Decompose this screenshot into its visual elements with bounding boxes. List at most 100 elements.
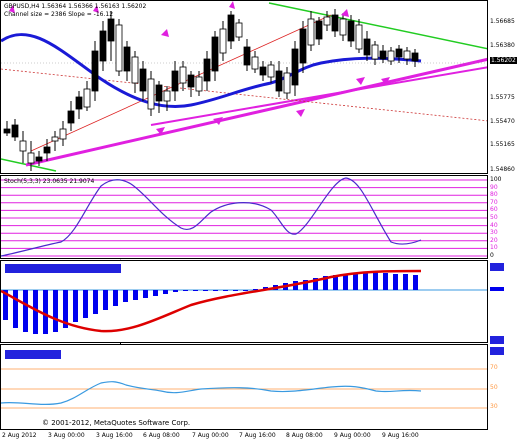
candle-body bbox=[123, 46, 131, 72]
candle-body bbox=[19, 140, 27, 152]
time-label: 8 Aug 08:00 bbox=[286, 432, 323, 439]
time-label: 9 Aug 00:00 bbox=[334, 432, 371, 439]
candle-body bbox=[51, 136, 59, 142]
candle-body bbox=[267, 64, 275, 78]
macd-histogram-bar bbox=[13, 290, 18, 328]
macd-histogram-bar bbox=[363, 272, 368, 290]
symbol-info: GBPUSD,H4 1.56364 1.56366 1.56163 1.5620… bbox=[4, 3, 147, 10]
macd-histogram-bar bbox=[203, 290, 208, 291]
macd-histogram-bar bbox=[353, 273, 358, 290]
trend-support-line bbox=[25, 57, 487, 167]
macd-histogram-bar bbox=[63, 290, 68, 328]
macd-axis-marker bbox=[490, 336, 504, 344]
current-price-label: 1.56202 bbox=[490, 57, 517, 64]
macd-histogram-bar bbox=[253, 289, 258, 290]
stochastic-pane[interactable]: Stoch(5,3,3) 23.0635 21.9074 bbox=[0, 175, 488, 259]
macd-histogram-bar bbox=[303, 280, 308, 290]
macd-histogram-bar bbox=[133, 290, 138, 300]
macd-axis-marker bbox=[490, 263, 504, 271]
candle-body bbox=[179, 66, 187, 84]
macd-histogram bbox=[3, 272, 418, 334]
time-label: 9 Aug 16:00 bbox=[382, 432, 419, 439]
candle-body bbox=[371, 44, 379, 60]
macd-histogram-bar bbox=[383, 273, 388, 290]
candle-body bbox=[299, 28, 307, 64]
macd-histogram-bar bbox=[103, 290, 108, 310]
candle-body bbox=[283, 72, 291, 94]
macd-histogram-bar bbox=[43, 290, 48, 334]
macd-histogram-bar bbox=[243, 290, 248, 291]
macd-pane[interactable] bbox=[0, 260, 488, 343]
macd-histogram-bar bbox=[23, 290, 28, 332]
time-label: 7 Aug 16:00 bbox=[239, 432, 276, 439]
stochastic-level-label: 30 bbox=[490, 229, 498, 237]
trend-line-2 bbox=[150, 66, 487, 126]
price-label: 1.54860 bbox=[490, 166, 515, 173]
candle-body bbox=[307, 18, 315, 46]
candle-body bbox=[195, 76, 203, 92]
candle-body bbox=[187, 74, 195, 88]
candle-body bbox=[403, 50, 411, 60]
macd-histogram-bar bbox=[163, 290, 168, 294]
stochastic-level-lines bbox=[1, 179, 487, 257]
macd-histogram-bar bbox=[393, 274, 398, 290]
rsi-level-label: 70 bbox=[490, 364, 498, 371]
price-chart-svg bbox=[1, 1, 487, 172]
stochastic-svg bbox=[1, 177, 487, 257]
macd-histogram-bar bbox=[73, 290, 78, 322]
macd-svg bbox=[1, 269, 487, 334]
channel-info: Channel size = 2386 Slope = -16.12 bbox=[4, 11, 114, 18]
macd-histogram-bar bbox=[83, 290, 88, 318]
candle-body bbox=[115, 24, 123, 72]
candle-body bbox=[379, 50, 387, 60]
channel-top-line bbox=[268, 2, 487, 50]
price-chart-pane[interactable]: GBPUSD,H4 1.56364 1.56366 1.56163 1.5620… bbox=[0, 0, 488, 174]
macd-histogram-bar bbox=[323, 276, 328, 290]
candle-body bbox=[291, 48, 299, 86]
candle-body bbox=[3, 128, 11, 134]
stochastic-level-label: 50 bbox=[490, 214, 498, 221]
macd-title bbox=[5, 264, 121, 273]
candle-body bbox=[75, 96, 83, 110]
macd-histogram-bar bbox=[403, 274, 408, 290]
rsi-level-label: 30 bbox=[490, 403, 498, 410]
candle-body bbox=[203, 58, 211, 82]
candle-body bbox=[323, 16, 331, 26]
macd-histogram-bar bbox=[193, 290, 198, 291]
stochastic-line bbox=[1, 177, 422, 257]
macd-histogram-bar bbox=[3, 290, 8, 320]
candle-body bbox=[107, 18, 115, 42]
rsi-pane[interactable] bbox=[0, 344, 488, 430]
candle-body bbox=[235, 22, 243, 38]
fractal-markers bbox=[9, 1, 390, 135]
stochastic-level-label: 20 bbox=[490, 236, 498, 244]
moving-average-line bbox=[1, 33, 422, 109]
macd-histogram-bar bbox=[53, 290, 58, 332]
candle-body bbox=[219, 28, 227, 54]
candle-body bbox=[227, 14, 235, 42]
rsi-line bbox=[1, 381, 422, 406]
price-label: 1.55775 bbox=[490, 94, 515, 101]
macd-histogram-bar bbox=[183, 290, 188, 291]
macd-histogram-bar bbox=[413, 275, 418, 290]
stochastic-level-label: 40 bbox=[490, 221, 498, 229]
stochastic-level-label: 80 bbox=[490, 191, 498, 199]
candle-body bbox=[171, 70, 179, 92]
rsi-svg bbox=[1, 368, 487, 409]
candle-body bbox=[131, 56, 139, 84]
candle-body bbox=[259, 66, 267, 76]
macd-histogram-bar bbox=[173, 290, 178, 292]
candle-body bbox=[275, 70, 283, 92]
macd-histogram-bar bbox=[93, 290, 98, 314]
price-label: 1.56685 bbox=[490, 18, 515, 25]
candle-body bbox=[355, 24, 363, 50]
time-label: 3 Aug 00:00 bbox=[48, 432, 85, 439]
macd-histogram-bar bbox=[213, 290, 218, 291]
candle-body bbox=[387, 50, 395, 62]
candle-body bbox=[211, 36, 219, 72]
macd-histogram-bar bbox=[33, 290, 38, 334]
macd-histogram-bar bbox=[313, 278, 318, 290]
macd-histogram-bar bbox=[153, 290, 158, 296]
candle-body bbox=[251, 56, 259, 70]
candle-body bbox=[27, 152, 35, 164]
